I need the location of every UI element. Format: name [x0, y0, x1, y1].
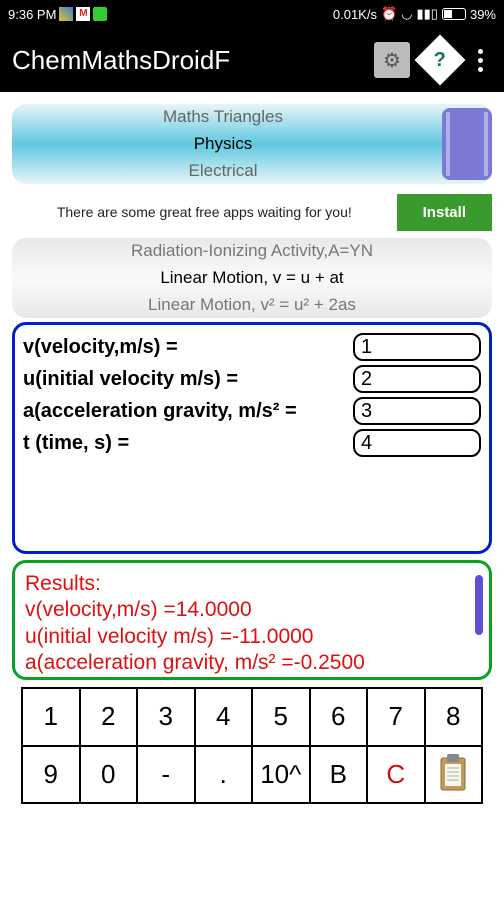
category-next: Electrical	[189, 161, 258, 181]
input-row: t (time, s) =	[23, 429, 481, 457]
key-back[interactable]: B	[309, 745, 369, 805]
key-clear[interactable]: C	[366, 745, 426, 805]
ad-banner: There are some great free apps waiting f…	[12, 192, 492, 232]
install-button[interactable]: Install	[397, 194, 492, 231]
results-scrollbar[interactable]	[475, 575, 483, 635]
wifi-icon: ◡	[401, 6, 412, 22]
overflow-menu[interactable]	[468, 49, 492, 72]
gear-icon: ⚙	[383, 48, 401, 73]
input-label-u: u(initial velocity m/s) =	[23, 368, 353, 391]
input-row: u(initial velocity m/s) =	[23, 365, 481, 393]
input-label-t: t (time, s) =	[23, 432, 353, 455]
app-title: ChemMathsDroidF	[12, 45, 364, 76]
input-row: v(velocity,m/s) =	[23, 333, 481, 361]
help-button[interactable]	[420, 40, 460, 80]
input-label-a: a(acceleration gravity, m/s² =	[23, 400, 353, 423]
results-text: Results: v(velocity,m/s) =14.0000 u(init…	[25, 571, 479, 676]
keypad: 1 2 3 4 5 6 7 8 9 0 - . 10^ B C	[22, 688, 482, 803]
alarm-icon: ⏰	[381, 6, 397, 22]
settings-button[interactable]: ⚙	[372, 40, 412, 80]
key-2[interactable]: 2	[79, 687, 139, 747]
key-5[interactable]: 5	[251, 687, 311, 747]
input-field-t[interactable]	[353, 429, 481, 457]
key-6[interactable]: 6	[309, 687, 369, 747]
category-picker[interactable]: Maths Triangles Physics Electrical	[12, 104, 492, 184]
formula-next: Linear Motion, v² = u² + 2as	[148, 295, 356, 315]
input-field-a[interactable]	[353, 397, 481, 425]
formula-picker[interactable]: Radiation-Ionizing Activity,A=YN Linear …	[12, 238, 492, 318]
key-1[interactable]: 1	[21, 687, 81, 747]
key-8[interactable]: 8	[424, 687, 484, 747]
battery-icon	[442, 8, 466, 20]
key-minus[interactable]: -	[136, 745, 196, 805]
formula-selected: Linear Motion, v = u + at	[160, 268, 343, 288]
category-prev: Maths Triangles	[163, 107, 283, 127]
battery-pct: 39%	[470, 7, 496, 22]
clipboard-icon	[437, 754, 469, 794]
keypad-row-1: 1 2 3 4 5 6 7 8	[22, 688, 482, 746]
status-time: 9:36 PM	[8, 7, 56, 22]
input-field-v[interactable]	[353, 333, 481, 361]
key-3[interactable]: 3	[136, 687, 196, 747]
data-rate: 0.01K/s	[333, 7, 377, 22]
category-selected: Physics	[194, 134, 253, 154]
results-panel: Results: v(velocity,m/s) =14.0000 u(init…	[12, 560, 492, 680]
key-7[interactable]: 7	[366, 687, 426, 747]
app-bar: ChemMathsDroidF ⚙	[0, 28, 504, 92]
key-4[interactable]: 4	[194, 687, 254, 747]
formula-prev: Radiation-Ionizing Activity,A=YN	[131, 241, 373, 261]
gmail-icon: M	[76, 7, 90, 21]
keypad-row-2: 9 0 - . 10^ B C	[22, 746, 482, 804]
key-clipboard[interactable]	[424, 745, 484, 805]
battery-save-icon	[93, 7, 107, 21]
ad-text: There are some great free apps waiting f…	[12, 204, 397, 220]
inputs-panel: v(velocity,m/s) = u(initial velocity m/s…	[12, 322, 492, 554]
signal-icon: ▮▮▯	[417, 6, 438, 22]
notif-icon	[59, 7, 73, 21]
key-exp[interactable]: 10^	[251, 745, 311, 805]
key-9[interactable]: 9	[21, 745, 81, 805]
status-bar: 9:36 PM M 0.01K/s ⏰ ◡ ▮▮▯ 39%	[0, 0, 504, 28]
key-dot[interactable]: .	[194, 745, 254, 805]
status-left: 9:36 PM M	[8, 7, 107, 22]
status-right: 0.01K/s ⏰ ◡ ▮▮▯ 39%	[333, 6, 496, 22]
input-label-v: v(velocity,m/s) =	[23, 336, 353, 359]
key-0[interactable]: 0	[79, 745, 139, 805]
category-side-button[interactable]	[442, 108, 492, 180]
help-icon	[415, 35, 466, 86]
input-row: a(acceleration gravity, m/s² =	[23, 397, 481, 425]
input-field-u[interactable]	[353, 365, 481, 393]
